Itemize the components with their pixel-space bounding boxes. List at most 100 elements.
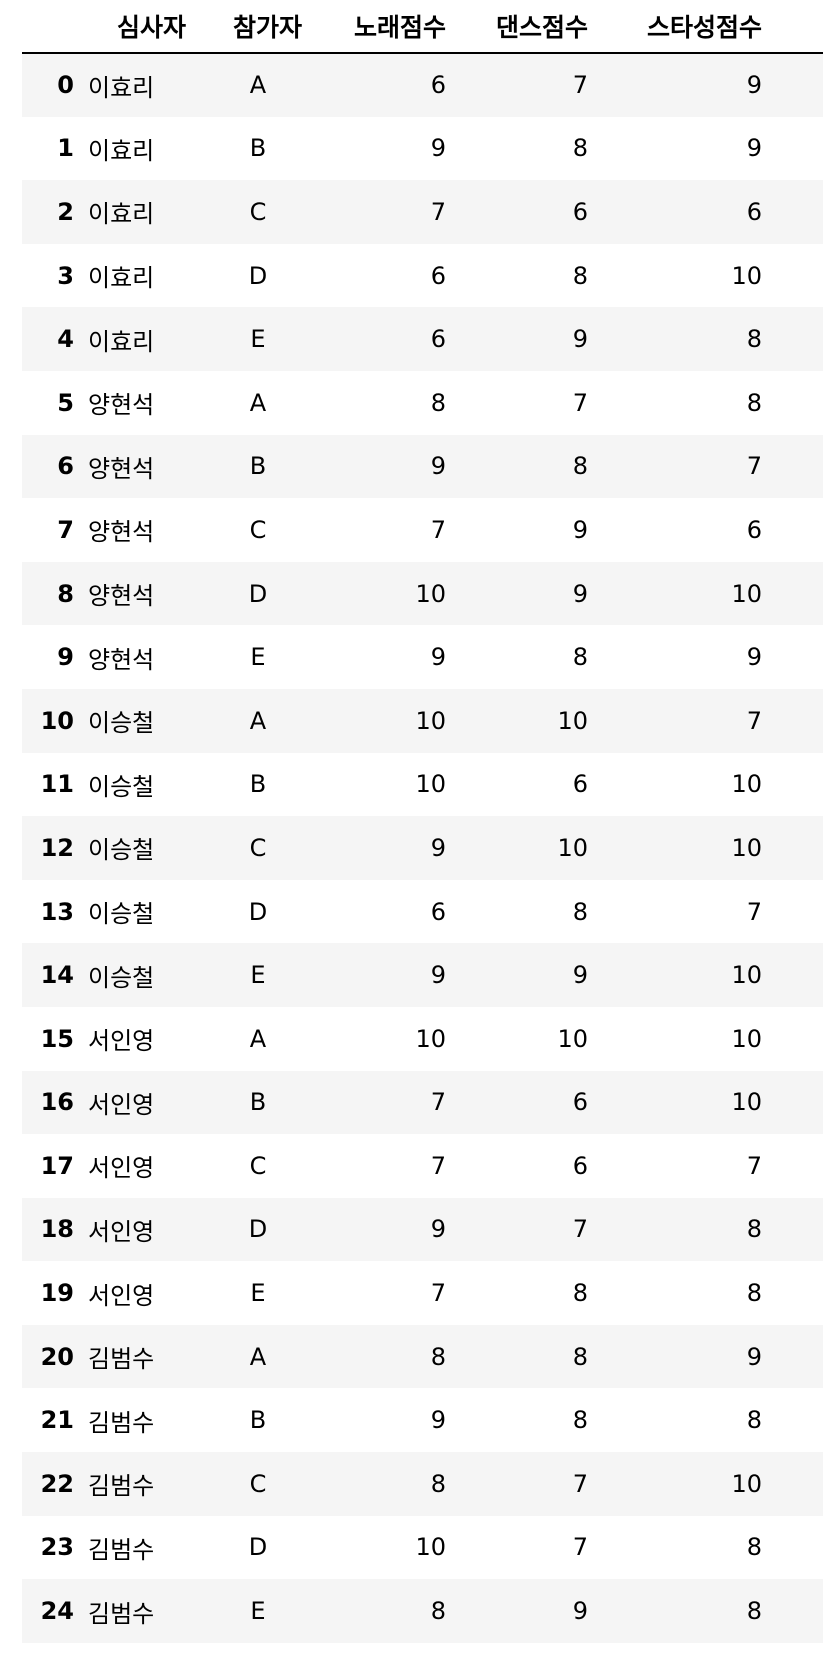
cell-judge: 양현석 (88, 518, 155, 547)
header-judge: 심사자 (88, 0, 200, 54)
cell-contestant: A (249, 388, 267, 417)
cell-singing-score: 9 (430, 643, 446, 672)
cell-singing-score: 7 (430, 197, 446, 226)
cell-gender: 남 (776, 1452, 823, 1516)
cell-singing-score: 8 (430, 1469, 446, 1498)
table-row: 9양현석E989남 (22, 625, 823, 689)
header-singing-score: 노래점수 (316, 0, 460, 54)
cell-gender: 여 (776, 1134, 823, 1198)
cell-gender: 남 (776, 880, 823, 944)
cell-star-score: 8 (746, 1533, 762, 1562)
table-row: 18 서인영 D 9 7 8여 (22, 1197, 823, 1262)
cell-dance-score: 8 (572, 1406, 588, 1435)
cell-singing-score: 7 (430, 1151, 446, 1180)
cell-contestant: C (249, 1151, 267, 1180)
cell-judge: 이승철 (88, 772, 155, 801)
cell-gender: 남 (776, 435, 823, 499)
table-row: 17서인영C767여 (22, 1134, 823, 1198)
table-row: 15 서인영 A 10 10 10 여 (22, 1006, 823, 1071)
cell-judge: 서인영 (88, 1090, 155, 1119)
table-row: 22 김범수 C 8 7 10 남 (22, 1452, 823, 1516)
cell-dance-score: 6 (572, 1088, 588, 1117)
cell-judge: 서인영 (88, 1154, 155, 1183)
row-index: 14 (40, 961, 74, 990)
table-row: 14 이승철 E 9 9 10 남 (22, 943, 823, 1007)
cell-contestant: D (248, 897, 268, 926)
cell-contestant: E (250, 961, 266, 990)
cell-singing-score: 9 (430, 452, 446, 481)
cell-dance-score: 9 (572, 325, 588, 354)
cell-dance-score: 6 (572, 1151, 588, 1180)
row-index: 3 (57, 261, 74, 290)
table-body: 0이효리A679여1이효리B989여2이효리C766여3이효리D6810여4이효… (22, 53, 823, 1643)
table-row: 23 김범수 D 10 7 8남 (22, 1515, 823, 1580)
cell-dance-score: 8 (572, 1279, 588, 1308)
cell-singing-score: 6 (430, 325, 446, 354)
cell-gender: 남 (776, 1325, 823, 1389)
cell-singing-score: 7 (430, 1088, 446, 1117)
cell-dance-score: 10 (557, 833, 588, 862)
cell-dance-score: 8 (572, 134, 588, 163)
cell-contestant: E (250, 1597, 266, 1626)
cell-contestant: C (249, 197, 267, 226)
table-row: 0 이효리 A 6 7 9여 (22, 53, 823, 117)
cell-gender: 남 (776, 816, 823, 880)
cell-star-score: 10 (731, 579, 762, 608)
cell-dance-score: 7 (572, 71, 588, 100)
cell-contestant: B (249, 770, 267, 799)
cell-contestant: C (249, 1469, 267, 1498)
row-index: 9 (57, 643, 74, 672)
cell-singing-score: 6 (430, 897, 446, 926)
cell-dance-score: 8 (572, 643, 588, 672)
cell-dance-score: 6 (572, 770, 588, 799)
cell-star-score: 8 (746, 1597, 762, 1626)
row-index: 1 (57, 134, 74, 163)
row-index: 15 (40, 1024, 74, 1053)
cell-judge: 김범수 (88, 1472, 155, 1501)
cell-dance-score: 7 (572, 388, 588, 417)
cell-gender: 남 (776, 498, 823, 562)
cell-singing-score: 7 (430, 515, 446, 544)
cell-dance-score: 10 (557, 1024, 588, 1053)
cell-contestant: E (250, 325, 266, 354)
row-index: 17 (40, 1151, 74, 1180)
cell-singing-score: 10 (415, 1024, 446, 1053)
cell-star-score: 7 (746, 1151, 762, 1180)
cell-judge: 양현석 (88, 391, 155, 420)
cell-star-score: 9 (746, 1342, 762, 1371)
cell-contestant: A (249, 1024, 267, 1053)
table-row: 2이효리C766여 (22, 180, 823, 244)
table-row: 21김범수B988남 (22, 1388, 823, 1453)
cell-star-score: 9 (746, 134, 762, 163)
cell-star-score: 6 (746, 515, 762, 544)
cell-star-score: 7 (746, 897, 762, 926)
cell-singing-score: 10 (415, 579, 446, 608)
cell-dance-score: 7 (572, 1215, 588, 1244)
row-index: 22 (40, 1469, 74, 1498)
table-row: 4 이효리 E 6 9 8여 (22, 307, 823, 371)
row-index: 4 (57, 325, 74, 354)
cell-singing-score: 8 (430, 388, 446, 417)
cell-dance-score: 9 (572, 1597, 588, 1626)
row-index: 0 (57, 71, 74, 100)
row-index: 11 (40, 770, 74, 799)
cell-star-score: 10 (731, 1469, 762, 1498)
cell-star-score: 10 (731, 961, 762, 990)
cell-star-score: 8 (746, 1406, 762, 1435)
cell-judge: 서인영 (88, 1217, 155, 1246)
cell-judge: 김범수 (88, 1599, 155, 1628)
row-index: 24 (40, 1597, 74, 1626)
cell-singing-score: 6 (430, 71, 446, 100)
cell-gender: 남 (776, 1388, 823, 1452)
row-index: 7 (57, 515, 74, 544)
cell-star-score: 10 (731, 770, 762, 799)
row-index: 18 (40, 1215, 74, 1244)
row-index: 19 (40, 1279, 74, 1308)
cell-singing-score: 10 (415, 770, 446, 799)
cell-judge: 김범수 (88, 1408, 155, 1437)
cell-contestant: A (249, 71, 267, 100)
cell-singing-score: 9 (430, 134, 446, 163)
row-index: 16 (40, 1088, 74, 1117)
table-row: 6 양현석 B 9 8 7남 (22, 434, 823, 499)
